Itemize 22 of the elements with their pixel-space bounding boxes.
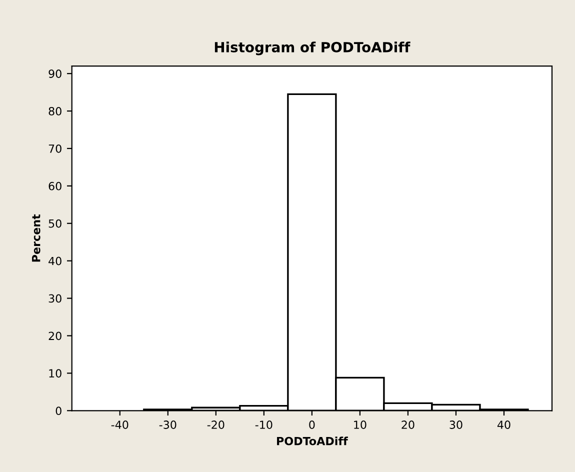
x-tick-label: -30 xyxy=(159,420,176,429)
y-tick-label: 80 xyxy=(48,106,62,116)
y-tick-label: 60 xyxy=(48,182,62,190)
y-tick-label: 70 xyxy=(48,144,62,153)
y-tick-label: 20 xyxy=(48,332,62,340)
y-axis-title: Percent xyxy=(32,214,40,262)
x-tick-label: 10 xyxy=(354,420,366,429)
y-tick-label: 40 xyxy=(48,256,62,266)
y-tick-label: 30 xyxy=(48,294,62,303)
y-tick-label: 10 xyxy=(49,369,62,378)
x-tick-label: 20 xyxy=(402,420,414,429)
x-tick-label: -10 xyxy=(255,420,272,429)
x-tick-label: 30 xyxy=(450,420,462,429)
x-tick-label: -20 xyxy=(207,420,224,429)
x-tick-label: 0 xyxy=(309,420,315,429)
y-tick-label: 50 xyxy=(48,219,62,228)
x-tick-label: 40 xyxy=(497,420,510,429)
x-axis-title: PODToADiff xyxy=(277,436,348,446)
x-tick-label: -40 xyxy=(111,420,128,429)
y-tick-label: 90 xyxy=(48,70,62,78)
chart-title: Histogram of PODToADiff xyxy=(214,42,410,56)
y-tick-label: 0 xyxy=(56,406,62,416)
